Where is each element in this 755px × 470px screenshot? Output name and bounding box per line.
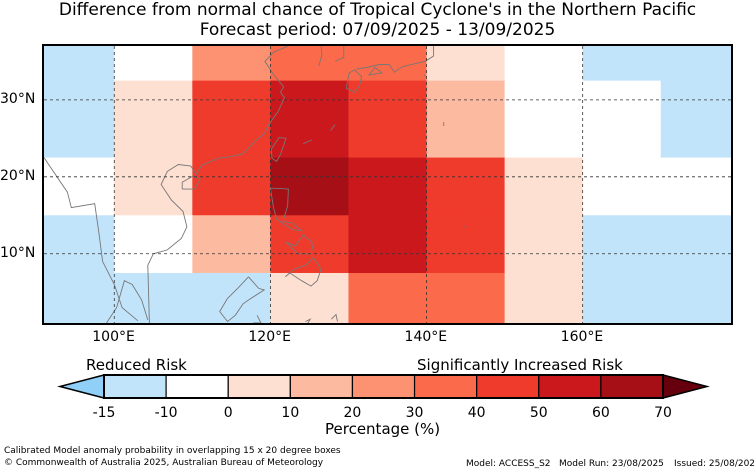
anomaly-cell	[270, 215, 349, 274]
colorbar-tick-label: 20	[343, 405, 362, 421]
colorbar-under-arrow	[57, 374, 105, 399]
colorbar-swatch	[538, 374, 602, 399]
map-frame	[42, 44, 733, 325]
anomaly-cell	[582, 215, 732, 274]
footer-model-run: Model Run: 23/08/2025	[559, 459, 664, 469]
anomaly-cell	[192, 46, 271, 82]
colorbar-swatch	[103, 374, 167, 399]
colorbar-swatch	[289, 374, 354, 399]
colorbar-tick-label: 60	[591, 405, 610, 421]
latitude-tick-label: 10°N	[0, 244, 36, 261]
longitude-tick-label: 100°E	[92, 329, 135, 345]
coastline-segment	[356, 46, 435, 73]
anomaly-cell	[660, 80, 732, 159]
colorbar	[57, 374, 710, 399]
footer-copyright: © Commonwealth of Australia 2025, Austra…	[4, 458, 324, 468]
coastline-segment	[423, 74, 426, 77]
latitude-tick-label: 30°N	[0, 90, 36, 107]
colorbar-tick-label: 40	[467, 405, 486, 421]
colorbar-swatch	[600, 374, 664, 399]
colorbar-swatch	[227, 374, 291, 399]
anomaly-cell	[582, 272, 732, 324]
anomaly-cells	[44, 46, 732, 324]
colorbar-swatch	[476, 374, 540, 399]
anomaly-cell	[426, 80, 506, 159]
colorbar-tick-label: -15	[92, 405, 116, 421]
coastline-segment	[106, 280, 149, 324]
anomaly-cell	[44, 215, 115, 274]
anomaly-cell	[426, 215, 506, 274]
anomaly-cell	[270, 80, 349, 159]
map-title: Difference from normal chance of Tropica…	[58, 0, 697, 20]
coastline-segment	[345, 69, 363, 93]
anomaly-cell	[270, 46, 349, 82]
colorbar-tick-label: -10	[154, 405, 178, 421]
anomaly-cell	[426, 46, 506, 82]
anomaly-cell	[44, 80, 115, 159]
anomaly-cell	[504, 272, 584, 324]
anomaly-cell	[192, 215, 271, 274]
colorbar-swatch	[351, 374, 416, 399]
forecast-period: Forecast period: 07/09/2025 - 13/09/2025	[199, 20, 556, 40]
footer-issued: Issued: 25/08/2025	[674, 459, 755, 469]
coastline-segment	[470, 213, 473, 215]
coastline-segment	[269, 187, 304, 232]
longitude-tick-label: 160°E	[560, 329, 604, 345]
colorbar-swatch	[165, 374, 229, 399]
colorbar-tick-label: 70	[654, 405, 672, 421]
colorbar-tick-label: 50	[529, 405, 548, 421]
coastline-segment	[147, 45, 289, 324]
anomaly-cell	[504, 46, 584, 82]
anomaly-cell	[582, 157, 732, 216]
coastline-segment	[462, 225, 466, 228]
footer-model: Model: ACCESS_S2	[466, 459, 551, 469]
anomaly-cell	[348, 215, 428, 274]
coastline-segment	[270, 137, 287, 163]
anomaly-cell	[504, 157, 584, 216]
coastline-segment	[181, 175, 201, 190]
graticule	[44, 46, 731, 323]
footer-description: Calibrated Model anomaly probability in …	[4, 446, 341, 456]
anomaly-cell	[192, 80, 271, 159]
coastline-segment	[219, 276, 266, 323]
coastline-segment	[330, 313, 338, 322]
colorbar-over-arrow	[662, 374, 710, 399]
anomaly-cell	[192, 157, 271, 216]
coastline	[43, 45, 473, 324]
anomaly-cell	[114, 46, 193, 82]
longitude-tick-label: 140°E	[404, 329, 448, 345]
anomaly-cell	[504, 215, 584, 274]
anomaly-cell	[44, 157, 115, 216]
colorbar-tick-label: 30	[405, 405, 424, 421]
coastline-segment	[305, 318, 312, 324]
colorbar-tick-label: 0	[223, 405, 233, 421]
increased-risk-label: Significantly Increased Risk	[417, 356, 623, 374]
coastline-segment	[368, 66, 384, 76]
coastline-segment	[284, 256, 322, 287]
anomaly-cell	[44, 272, 271, 324]
colorbar-swatch	[413, 374, 478, 399]
anomaly-cell	[426, 157, 506, 216]
longitude-tick-label: 120°E	[248, 329, 291, 345]
colorbar-frame	[103, 374, 664, 399]
anomaly-cell	[114, 80, 193, 159]
anomaly-cell	[44, 46, 115, 82]
anomaly-cell	[348, 157, 428, 216]
coastline-segment	[318, 45, 323, 67]
coastline-segment	[303, 139, 312, 145]
coastline-segment	[330, 124, 336, 131]
anomaly-cell	[114, 157, 193, 216]
anomaly-cell	[270, 157, 349, 216]
colorbar-label: Percentage (%)	[325, 420, 441, 438]
coastline-segment	[335, 46, 345, 62]
anomaly-cell	[114, 215, 193, 274]
coastline-segment	[43, 157, 138, 322]
anomaly-cell	[348, 80, 428, 159]
latitude-tick-label: 20°N	[0, 167, 36, 184]
anomaly-cell	[582, 46, 732, 82]
anomaly-cell	[270, 272, 349, 324]
colorbar-tick-label: 10	[281, 405, 300, 421]
reduced-risk-label: Reduced Risk	[86, 356, 187, 374]
